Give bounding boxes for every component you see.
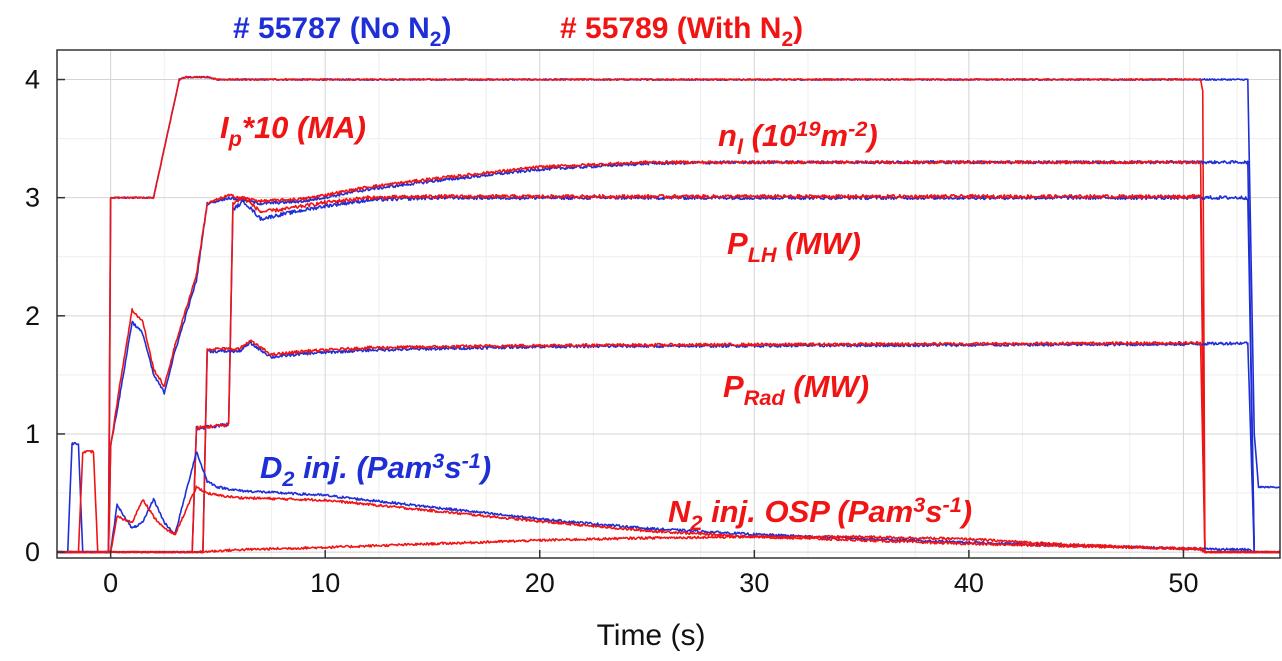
legend-entry-2: # 55789 (With N2) [560,12,803,51]
annotation-ip: Ip*10 (MA) [220,110,366,151]
plot-frame [56,49,1281,559]
annotation-d2-injection: D2 inj. (Pam3s-1) [260,448,491,491]
legend-entry-1: # 55787 (No N2) [233,12,451,51]
series-line-55789-plh [56,193,1281,554]
series-line-55789-prad [56,339,1281,554]
annotation-plh: PLH (MW) [727,226,861,267]
x-axis-label: Time (s) [597,619,706,652]
y-tick-label: 3 [25,183,40,213]
y-tick-label: 4 [25,65,40,95]
series-line-55789-n2-injection-osp [56,534,1281,554]
y-tick-label: 2 [25,301,40,331]
series-lines [56,75,1281,554]
annotations: Ip*10 (MA) nl (1019m-2) PLH (MW) PRad (MW) D… [220,110,972,535]
series-line-55789-nl [56,160,1281,554]
series-line-55789-ip-10 [56,75,1281,554]
x-tick-label: 10 [310,568,340,598]
x-tick-label: 40 [954,568,984,598]
x-tick-label: 0 [103,568,118,598]
y-tick-label: 0 [25,537,40,567]
x-tick-label: 20 [525,568,555,598]
axis-ticks: 0 10 20 30 40 50 0 1 2 3 4 [25,65,1199,598]
legend: # 55787 (No N2) # 55789 (With N2) [233,12,803,51]
annotation-prad: PRad (MW) [723,369,869,410]
y-tick-label: 1 [25,419,40,449]
annotation-nl: nl (1019m-2) [718,116,878,159]
x-tick-label: 30 [739,568,769,598]
series-line-55789-d2-injection [56,449,1281,554]
x-tick-label: 50 [1168,568,1198,598]
annotation-n2-injection: N2 inj. OSP (Pam3s-1) [668,492,972,535]
